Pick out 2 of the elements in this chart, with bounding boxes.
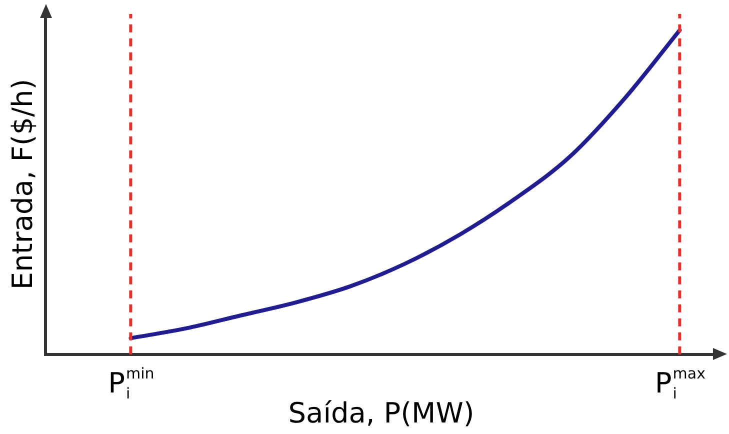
x-axis-title: Saída, P(MW): [288, 396, 474, 430]
y-axis-title: Entrada, F($/h): [6, 78, 40, 290]
